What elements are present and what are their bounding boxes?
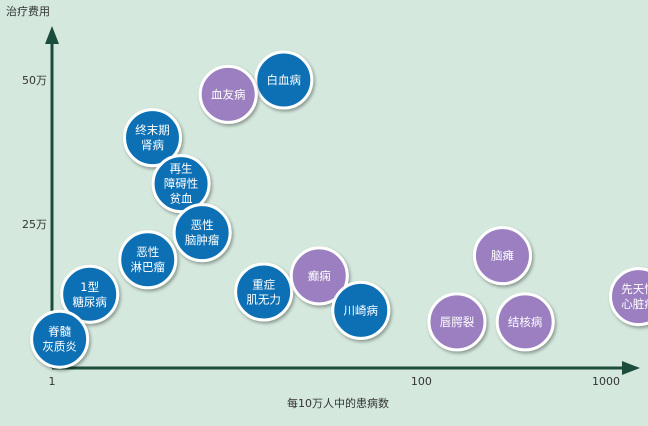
data-point-bubble [609,267,648,327]
data-point-label: 白血病 [267,73,302,87]
data-point-bubble [289,246,349,306]
data-point-label: 先天性心脏病 [621,282,648,311]
data-point-bubble [234,262,294,322]
data-point-label: 癫痫 [308,269,331,283]
data-point: 白血病 [254,50,314,110]
data-point: 血友病 [198,64,258,124]
data-point-bubble [198,64,258,124]
data-point-bubble [60,264,120,324]
data-point-label: 恶性脑肿瘤 [185,218,220,247]
data-point-bubble [472,226,532,286]
x-tick-label: 1 [49,375,56,388]
data-point: 结核病 [495,292,555,352]
data-point: 再生障碍性贫血 [151,154,211,214]
data-point: 重症肌无力 [234,262,294,322]
data-point-label: 血友病 [211,87,246,101]
data-point: 唇腭裂 [427,292,487,352]
data-point-bubble [172,203,232,263]
data-point-label: 川崎病 [344,303,379,317]
data-point: 先天性心脏病 [609,267,648,327]
data-point-label: 终末期肾病 [135,123,170,152]
y-axis-label: 治疗费用 [6,4,50,18]
data-point: 终末期肾病 [122,108,182,168]
data-point: 恶性脑肿瘤 [172,203,232,263]
data-point-label: 结核病 [508,315,543,329]
data-point: 脊髓灰质炎 [30,309,90,369]
data-point-label: 重症肌无力 [246,277,281,306]
data-point-label: 唇腭裂 [440,315,475,329]
data-point-label: 脑瘫 [491,249,514,263]
data-point: 癫痫 [289,246,349,306]
data-point-bubble [254,50,314,110]
y-axis-arrow [45,26,59,44]
data-point-label: 1型糖尿病 [72,280,107,309]
data-point-label: 脊髓灰质炎 [42,325,77,354]
y-tick-label: 50万 [22,74,47,87]
x-axis-arrow [622,361,640,375]
data-point: 恶性淋巴瘤 [118,230,178,290]
data-point-bubble [427,292,487,352]
y-tick-label: 25万 [22,218,47,231]
data-point: 川崎病 [331,280,391,340]
data-point-bubble [151,154,211,214]
data-point-bubble [118,230,178,290]
x-tick-label: 100 [411,375,432,388]
data-point-bubble [30,309,90,369]
data-point-bubble [495,292,555,352]
data-point: 脑瘫 [472,226,532,286]
data-point-label: 再生障碍性贫血 [164,162,199,206]
tick-labels: 1 100 1000 25万 50万 [22,74,620,388]
data-point-bubble [122,108,182,168]
data-point-label: 恶性淋巴瘤 [131,245,166,274]
data-point-bubble [331,280,391,340]
x-tick-label: 1000 [592,375,620,388]
data-point: 1型糖尿病 [60,264,120,324]
x-axis-label: 每10万人中的患病数 [287,396,389,410]
